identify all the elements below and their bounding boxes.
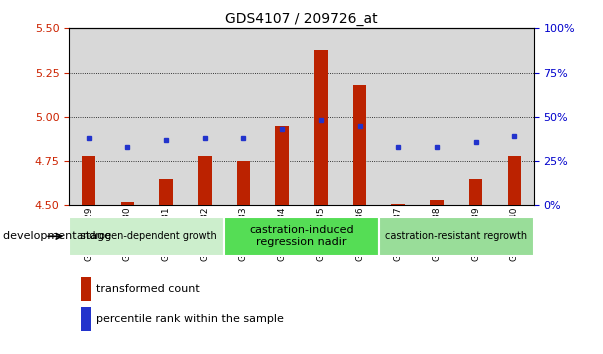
Bar [379, 28, 417, 205]
Bar [353, 85, 366, 205]
FancyBboxPatch shape [69, 217, 224, 256]
Bar [69, 28, 108, 205]
Text: castration-induced
regression nadir: castration-induced regression nadir [249, 225, 354, 247]
Bar [159, 179, 173, 205]
Bar [186, 28, 224, 205]
Bar [147, 28, 186, 205]
FancyBboxPatch shape [379, 217, 534, 256]
Bar [469, 179, 482, 205]
Bar [237, 161, 250, 205]
Text: androgen-dependent growth: androgen-dependent growth [77, 231, 216, 241]
Bar [314, 50, 327, 205]
Bar [198, 156, 212, 205]
Text: castration-resistant regrowth: castration-resistant regrowth [385, 231, 528, 241]
Title: GDS4107 / 209726_at: GDS4107 / 209726_at [225, 12, 378, 26]
Bar [456, 28, 495, 205]
Bar [224, 28, 263, 205]
Bar [82, 156, 95, 205]
FancyBboxPatch shape [224, 217, 379, 256]
Bar [391, 204, 405, 205]
Bar [121, 202, 134, 205]
Bar [108, 28, 147, 205]
Bar [302, 28, 340, 205]
Bar [508, 156, 521, 205]
Bar [340, 28, 379, 205]
Bar [81, 307, 91, 331]
Bar [417, 28, 456, 205]
Text: development stage: development stage [3, 231, 111, 241]
Text: percentile rank within the sample: percentile rank within the sample [96, 314, 284, 324]
Bar [430, 200, 444, 205]
Bar [276, 126, 289, 205]
Bar [263, 28, 302, 205]
Bar [495, 28, 534, 205]
Bar [81, 277, 91, 301]
Text: transformed count: transformed count [96, 284, 200, 294]
